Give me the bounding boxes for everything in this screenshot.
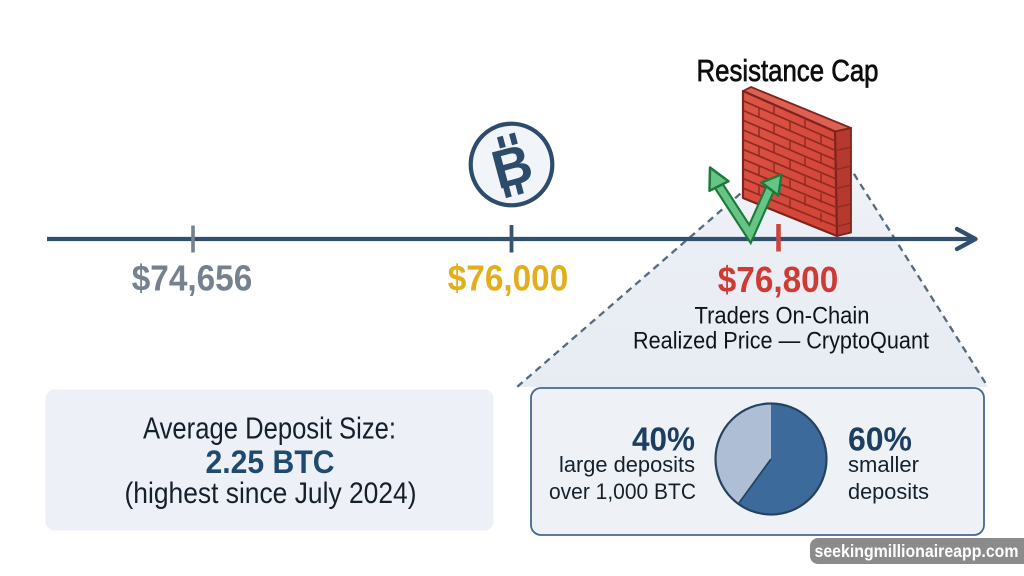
- svg-text:Realized Price — CryptoQuant: Realized Price — CryptoQuant: [633, 328, 929, 355]
- svg-text:Traders On-Chain: Traders On-Chain: [695, 303, 870, 330]
- svg-text:large deposits: large deposits: [559, 452, 695, 477]
- svg-text:40%: 40%: [632, 421, 695, 458]
- svg-text:seekingmillionaireapp.com: seekingmillionaireapp.com: [815, 541, 1019, 561]
- svg-text:smaller: smaller: [848, 452, 919, 477]
- svg-text:over 1,000 BTC: over 1,000 BTC: [549, 479, 696, 504]
- svg-text:$74,656: $74,656: [132, 258, 253, 299]
- svg-text:$76,800: $76,800: [718, 259, 839, 300]
- svg-text:Resistance Cap: Resistance Cap: [697, 53, 879, 88]
- svg-text:60%: 60%: [848, 421, 912, 458]
- svg-text:2.25 BTC: 2.25 BTC: [206, 444, 335, 480]
- svg-text:(highest since July 2024): (highest since July 2024): [125, 477, 417, 510]
- svg-text:deposits: deposits: [848, 479, 929, 504]
- svg-text:$76,000: $76,000: [448, 258, 569, 299]
- svg-text:Average Deposit Size:: Average Deposit Size:: [143, 411, 396, 446]
